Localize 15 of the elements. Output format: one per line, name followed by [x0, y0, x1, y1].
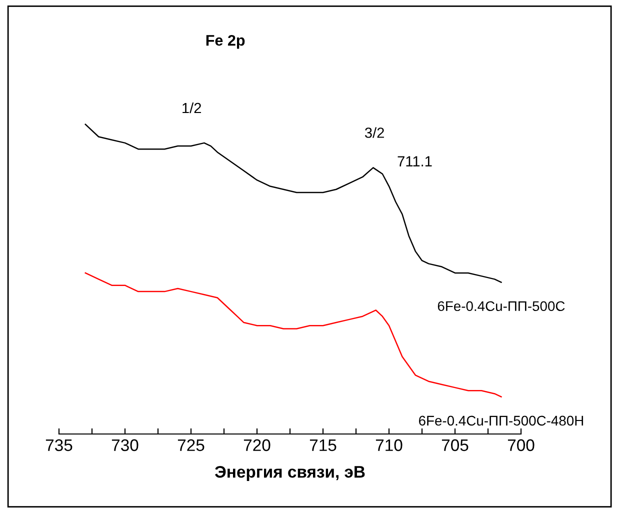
x-tick-label: 735 [46, 439, 72, 452]
x-tick-label: 705 [442, 439, 468, 452]
x-tick-label: 710 [376, 439, 402, 452]
x-tick-label: 725 [178, 439, 204, 452]
x-tick-label: 700 [508, 439, 534, 452]
annotation: 711.1 [398, 156, 432, 166]
chart-title: Fe 2p [206, 34, 245, 49]
series-label: 6Fe-0.4Cu-ПП-500C-480H [418, 416, 584, 426]
text: 1/2 [182, 102, 201, 114]
annotation: 3/2 [364, 127, 384, 138]
x-tick-label: 720 [244, 439, 270, 452]
x-axis-title: Энергия связи, эВ [214, 466, 365, 482]
x-tick-label: 730 [112, 439, 138, 452]
x-tick-label: 715 [310, 439, 336, 452]
series-label: 6Fe-0.4Cu-ПП-500C [438, 301, 565, 312]
